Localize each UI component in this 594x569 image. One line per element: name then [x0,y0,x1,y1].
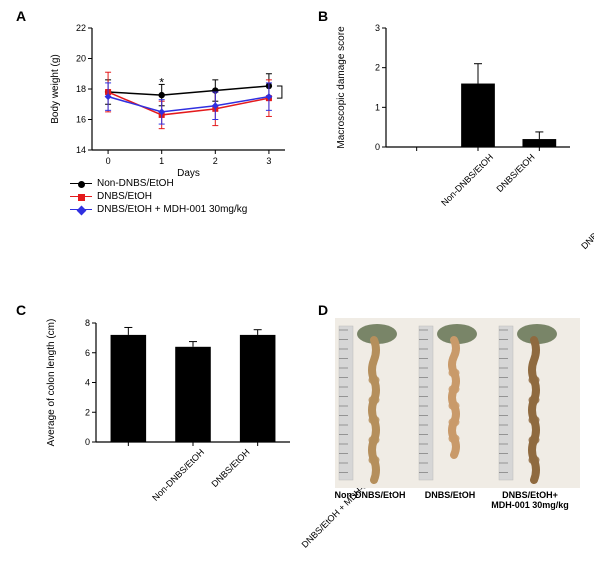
svg-text:20: 20 [76,54,86,64]
svg-text:0: 0 [85,437,90,447]
svg-text:Macroscopic damage score: Macroscopic damage score [336,26,347,149]
svg-text:0: 0 [375,142,380,152]
panel-D-sample-label: DNBS/EtOH [411,490,489,500]
svg-text:14: 14 [76,145,86,155]
bar-category-label: Non-DNBS/EtOH [419,152,488,162]
svg-text:3: 3 [266,156,271,166]
legend-item: DNBS/EtOH [70,191,247,202]
panel-B: 0 1 2 3 Macroscopic damage score Non-DNBS/Et… [330,20,580,240]
panel-A-chart: 14161820220123Body weight (g)Days* [40,20,300,180]
legend-item: Non-DNBS/EtOH [70,178,247,189]
panel-A-legend: Non-DNBS/EtOH DNBS/EtOH DNBS/EtOH + MDH-00… [70,178,247,217]
bar-category-label: DNBS/EtOH [480,152,530,162]
panel-D-photo-svg [335,318,580,488]
panel-D: Non-DNBS/EtOHDNBS/EtOHDNBS/EtOH+MDH-001 … [335,318,585,548]
panel-A-label: A [16,8,26,24]
panel-B-label: B [318,8,328,24]
svg-text:1: 1 [375,102,380,112]
svg-text:8: 8 [85,318,90,328]
svg-text:4: 4 [85,378,90,388]
svg-text:2: 2 [213,156,218,166]
panel-D-sample-label: DNBS/EtOH+MDH-001 30mg/kg [491,490,569,510]
panel-A: 14161820220123Body weight (g)Days* Non-D… [40,20,300,220]
panel-D-sample-label: Non-DNBS/EtOH [331,490,409,500]
svg-text:1: 1 [159,156,164,166]
panel-B-xlabels: Non-DNBS/EtOHDNBS/EtOHDNBS/EtOH+MDH-001 … [330,152,580,242]
panel-B-chart: 0 1 2 3 Macroscopic damage score [330,20,580,155]
legend-item: DNBS/EtOH + MDH-001 30mg/kg [70,204,247,215]
svg-text:*: * [159,76,164,90]
svg-text:18: 18 [76,84,86,94]
svg-text:6: 6 [85,348,90,358]
svg-text:Average of colon length (cm): Average of colon length (cm) [46,319,57,447]
panel-C-chart: 0 2 4 6 8 Average of colon length (cm) [40,315,300,450]
panel-C: 0 2 4 6 8 Average of colon length (cm) Non-DN… [40,315,300,545]
panel-C-xlabels: Non-DNBS/EtOHDNBS/EtOHDNBS/EtOH + MDH-00… [40,447,300,547]
panel-D-label: D [318,302,328,318]
bar-category-label: DNBS/EtOH [195,447,245,457]
svg-text:16: 16 [76,115,86,125]
panel-C-label: C [16,302,26,318]
svg-text:2: 2 [85,407,90,417]
svg-text:3: 3 [375,23,380,33]
svg-text:2: 2 [375,63,380,73]
svg-text:22: 22 [76,23,86,33]
svg-text:Body weight (g): Body weight (g) [50,54,61,123]
bar-category-label: Non-DNBS/EtOH [130,447,199,457]
svg-text:0: 0 [106,156,111,166]
bar-category-label: DNBS/EtOH+MDH-001 30mg/kg [541,152,594,162]
